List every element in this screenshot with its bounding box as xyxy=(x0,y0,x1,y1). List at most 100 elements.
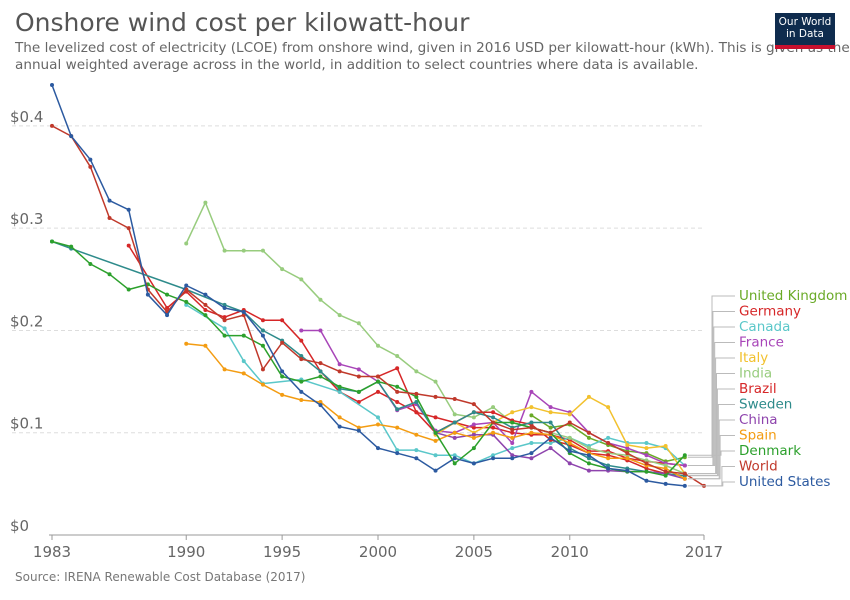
data-point xyxy=(644,469,649,474)
data-point xyxy=(337,424,342,429)
data-point xyxy=(241,248,246,253)
data-point xyxy=(145,292,150,297)
legend-connector xyxy=(687,435,735,480)
data-point xyxy=(452,456,457,461)
chart-title: Onshore wind cost per kilowatt-hour xyxy=(15,8,470,37)
data-point xyxy=(88,157,93,162)
data-point xyxy=(529,413,534,418)
data-point xyxy=(452,412,457,417)
x-tick-label: 2010 xyxy=(551,543,589,561)
data-point xyxy=(260,382,265,387)
data-point xyxy=(567,412,572,417)
legend-connector xyxy=(687,342,735,466)
data-point xyxy=(184,341,189,346)
data-point xyxy=(260,333,265,338)
data-point xyxy=(663,444,668,449)
data-point xyxy=(337,369,342,374)
data-point xyxy=(50,83,54,87)
data-point xyxy=(337,415,342,420)
data-point xyxy=(663,469,668,474)
data-point xyxy=(260,343,265,348)
data-point xyxy=(529,430,534,435)
data-point xyxy=(529,451,534,456)
data-point xyxy=(452,453,457,458)
data-point xyxy=(471,410,476,415)
data-point xyxy=(184,299,189,304)
data-point xyxy=(548,420,553,425)
series-line-italy xyxy=(435,396,686,475)
data-point xyxy=(241,310,246,315)
data-point xyxy=(682,471,687,476)
data-point xyxy=(625,443,630,447)
data-point xyxy=(299,398,304,402)
legend-connector xyxy=(687,311,735,466)
data-point xyxy=(433,438,438,443)
data-point xyxy=(663,473,668,478)
data-point xyxy=(491,410,496,415)
data-point xyxy=(184,287,189,292)
data-point xyxy=(260,318,265,323)
data-point xyxy=(126,243,131,248)
data-point xyxy=(356,400,361,405)
x-tick-label: 2000 xyxy=(359,543,397,561)
legend-connector xyxy=(687,481,735,487)
logo-accent-bar xyxy=(775,45,835,49)
data-point xyxy=(452,435,457,440)
data-point xyxy=(471,402,476,407)
data-point xyxy=(491,405,496,410)
data-point xyxy=(548,410,553,415)
y-tick-label: $0 xyxy=(10,517,29,535)
x-tick-label: 1990 xyxy=(167,543,205,561)
data-point xyxy=(184,241,189,246)
data-point xyxy=(376,374,380,379)
data-point xyxy=(260,328,265,333)
data-point xyxy=(222,315,227,320)
data-point xyxy=(567,449,572,454)
series-line-united-states xyxy=(51,84,685,487)
data-point xyxy=(184,302,189,307)
chart-subtitle: The levelized cost of electricity (LCOE)… xyxy=(15,40,850,73)
data-point xyxy=(682,463,687,468)
data-point xyxy=(491,453,496,458)
legend-label-spain: Spain xyxy=(739,428,777,444)
x-tick-label: 1995 xyxy=(263,543,301,561)
data-point xyxy=(222,367,227,372)
data-point xyxy=(203,343,208,348)
data-point xyxy=(299,357,304,362)
data-point xyxy=(529,440,534,445)
data-point xyxy=(548,440,553,445)
data-point xyxy=(88,261,93,266)
data-point xyxy=(510,427,515,432)
data-point xyxy=(356,321,361,326)
owid-logo[interactable]: Our World in Data xyxy=(775,13,835,49)
data-point xyxy=(126,226,131,231)
data-point xyxy=(682,453,687,458)
data-point xyxy=(318,369,323,374)
data-point xyxy=(491,456,496,461)
data-point xyxy=(414,456,419,461)
data-point xyxy=(586,456,591,461)
data-point xyxy=(376,446,380,451)
data-point xyxy=(567,435,572,440)
data-point xyxy=(165,292,170,297)
data-point xyxy=(126,207,131,212)
data-point xyxy=(280,392,285,397)
logo-line-1: Our World xyxy=(778,16,832,28)
legend-connector xyxy=(687,295,735,458)
data-point xyxy=(471,446,476,451)
data-point xyxy=(414,400,419,405)
data-point xyxy=(376,422,380,427)
data-point xyxy=(644,453,649,458)
legend-label-india: India xyxy=(739,366,772,382)
data-point xyxy=(299,379,304,384)
data-point xyxy=(510,440,515,445)
data-point xyxy=(414,391,419,396)
data-point xyxy=(586,453,591,458)
data-point xyxy=(395,389,400,394)
data-point xyxy=(260,248,265,253)
data-point xyxy=(356,367,361,372)
data-point xyxy=(548,446,553,451)
data-point xyxy=(548,405,553,410)
y-tick-label: $0.3 xyxy=(10,210,43,228)
